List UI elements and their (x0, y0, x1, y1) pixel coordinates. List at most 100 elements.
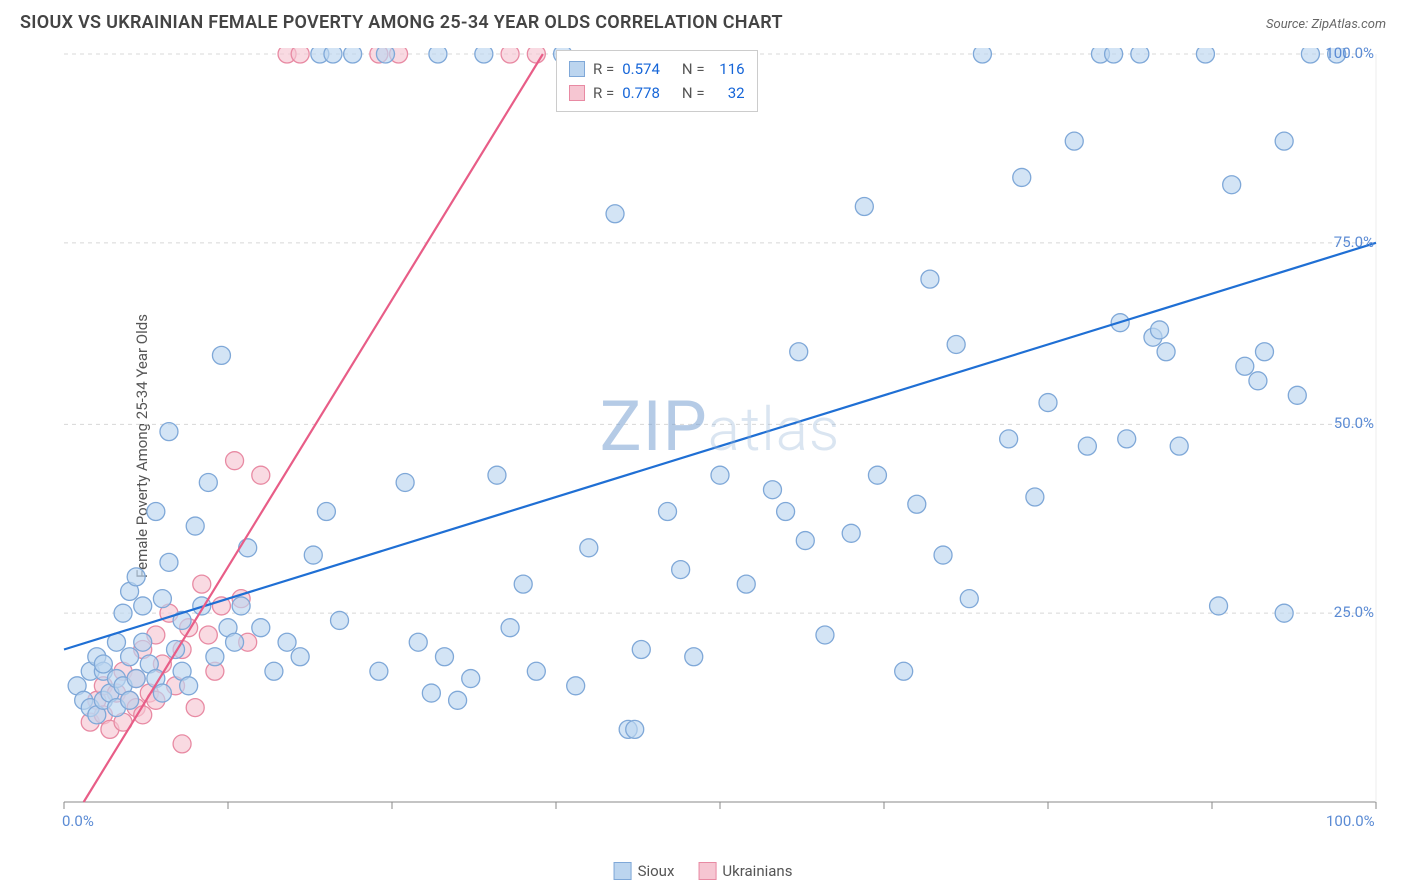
data-point (186, 517, 204, 535)
data-point (1131, 48, 1149, 63)
data-point (1275, 132, 1293, 150)
data-point (1065, 132, 1083, 150)
legend-label: Ukrainians (722, 862, 792, 880)
data-point (1255, 343, 1273, 361)
data-point (777, 503, 795, 521)
data-point (475, 48, 493, 63)
r-label: R = (593, 81, 614, 105)
legend-swatch-icon (569, 61, 585, 77)
data-point (855, 198, 873, 216)
data-point (1026, 488, 1044, 506)
data-point (160, 423, 178, 441)
data-point (147, 503, 165, 521)
data-point (114, 604, 132, 622)
data-point (396, 473, 414, 491)
data-point (567, 677, 585, 695)
data-point (1151, 321, 1169, 339)
series-legend: Sioux Ukrainians (614, 862, 793, 880)
n-value: 32 (713, 81, 745, 105)
data-point (127, 670, 145, 688)
data-point (180, 677, 198, 695)
source-attribution: Source: ZipAtlas.com (1266, 17, 1386, 32)
data-point (763, 481, 781, 499)
data-point (304, 546, 322, 564)
data-point (226, 452, 244, 470)
data-point (370, 662, 388, 680)
data-point (226, 633, 244, 651)
data-point (344, 48, 362, 63)
data-point (153, 590, 171, 608)
source-prefix: Source: (1266, 17, 1311, 32)
data-point (514, 575, 532, 593)
data-point (376, 48, 394, 63)
data-point (199, 473, 217, 491)
data-point (501, 48, 519, 63)
data-point (1170, 437, 1188, 455)
data-point (1157, 343, 1175, 361)
data-point (685, 648, 703, 666)
data-point (252, 466, 270, 484)
data-point (331, 611, 349, 629)
chart-header: SIOUX VS UKRAINIAN FEMALE POVERTY AMONG … (0, 0, 1406, 41)
data-point (737, 575, 755, 593)
data-point (206, 648, 224, 666)
data-point (232, 597, 250, 615)
data-point (1275, 604, 1293, 622)
axis-tick-label: 0.0% (62, 812, 94, 830)
data-point (960, 590, 978, 608)
stats-row: R =0.574 N =116 (569, 57, 745, 81)
data-point (626, 720, 644, 738)
source-name: ZipAtlas.com (1311, 17, 1386, 32)
data-point (659, 503, 677, 521)
data-point (199, 626, 217, 644)
data-point (173, 735, 191, 753)
data-point (1249, 372, 1267, 390)
data-point (790, 343, 808, 361)
data-point (1039, 394, 1057, 412)
data-point (121, 648, 139, 666)
data-point (908, 495, 926, 513)
data-point (1078, 437, 1096, 455)
data-point (429, 48, 447, 63)
data-point (606, 205, 624, 223)
data-point (127, 568, 145, 586)
axis-tick-label: 50.0% (1334, 414, 1374, 432)
data-point (1118, 430, 1136, 448)
data-point (317, 503, 335, 521)
data-point (921, 270, 939, 288)
data-point (842, 524, 860, 542)
data-point (796, 532, 814, 550)
chart-area: ZIPatlas R =0.574 N =116R =0.778 N =32 0… (60, 48, 1380, 838)
data-point (868, 466, 886, 484)
data-point (1301, 48, 1319, 63)
chart-title: SIOUX VS UKRAINIAN FEMALE POVERTY AMONG … (20, 12, 783, 33)
r-value: 0.574 (622, 57, 670, 81)
data-point (1223, 176, 1241, 194)
data-point (435, 648, 453, 666)
data-point (934, 546, 952, 564)
data-point (94, 655, 112, 673)
data-point (580, 539, 598, 557)
data-point (160, 553, 178, 571)
data-point (1236, 357, 1254, 375)
axis-tick-label: 75.0% (1334, 233, 1374, 251)
data-point (488, 466, 506, 484)
n-value: 116 (713, 57, 745, 81)
data-point (121, 691, 139, 709)
axis-tick-label: 100.0% (1326, 812, 1375, 830)
n-label: N = (678, 57, 704, 81)
data-point (816, 626, 834, 644)
correlation-stats-box: R =0.574 N =116R =0.778 N =32 (556, 50, 758, 112)
data-point (711, 466, 729, 484)
data-point (895, 662, 913, 680)
legend-swatch-icon (698, 862, 716, 880)
data-point (212, 346, 230, 364)
scatter-plot (60, 48, 1380, 838)
regression-line (84, 54, 543, 802)
axis-tick-label: 100.0% (1325, 44, 1374, 62)
data-point (265, 662, 283, 680)
data-point (1000, 430, 1018, 448)
data-point (291, 648, 309, 666)
legend-label: Sioux (638, 862, 675, 880)
data-point (422, 684, 440, 702)
